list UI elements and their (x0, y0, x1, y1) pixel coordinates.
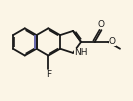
Text: F: F (46, 70, 51, 79)
Text: O: O (98, 20, 105, 29)
Text: O: O (109, 37, 116, 46)
Text: NH: NH (74, 48, 87, 57)
